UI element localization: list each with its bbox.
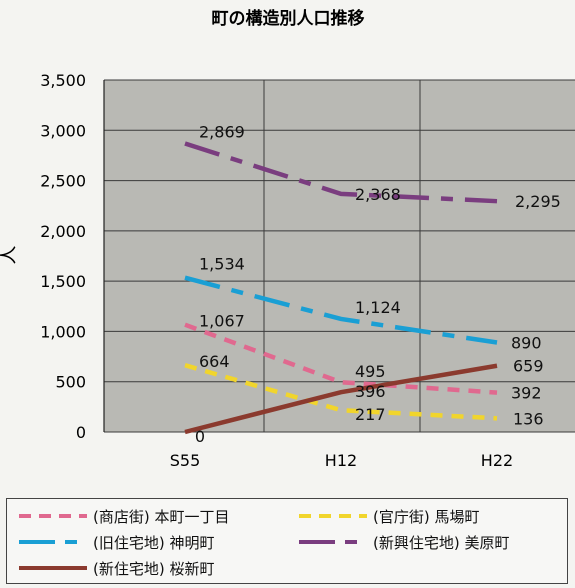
- grid-lines: [103, 79, 575, 433]
- legend: (商店街) 本町一丁目 (官庁街) 馬場町 (旧住宅地) 神明町 (新興住宅地)…: [6, 498, 568, 584]
- y-tick-label: 3,000: [40, 121, 86, 140]
- data-label-3-1: 2,368: [355, 185, 401, 204]
- legend-item-shinmei: (旧住宅地) 神明町: [17, 529, 214, 555]
- series-group: [184, 141, 498, 435]
- y-tick-label: 2,500: [40, 172, 86, 191]
- data-label-3-0: 2,869: [199, 122, 245, 141]
- plot-area: [104, 80, 575, 432]
- legend-label-honcho: (商店街) 本町一丁目: [93, 507, 230, 526]
- data-label-1-1: 217: [355, 405, 386, 424]
- y-tick-label: 500: [55, 373, 86, 392]
- data-label-4-1: 396: [355, 382, 386, 401]
- data-label-0-2: 392: [511, 384, 542, 403]
- y-axis-label: 人: [0, 245, 19, 264]
- legend-swatch-baba: [297, 509, 369, 523]
- series-line-3: [184, 141, 498, 204]
- data-label-0-1: 495: [355, 362, 386, 381]
- chart-svg: 町の構造別人口推移 3,500 3,000 2,500 2,000 1,500 1,000…: [0, 8, 575, 470]
- y-tick-label: 1,000: [40, 322, 86, 341]
- legend-item-mihara: (新興住宅地) 美原町: [297, 529, 509, 555]
- legend-swatch-shinmei: [17, 535, 89, 549]
- y-tick-label: 1,500: [40, 272, 86, 291]
- x-tick-label: H22: [481, 451, 513, 470]
- legend-swatch-honcho: [17, 509, 89, 523]
- series-line-2: [184, 275, 498, 345]
- data-labels: 1,067 495 392 664 217 136 1,534 1,124 890 2,869 2,…: [195, 122, 561, 446]
- legend-item-honcho: (商店街) 本町一丁目: [17, 503, 229, 529]
- data-label-1-2: 136: [513, 409, 544, 428]
- x-axis-ticks: S55 H12 H22: [170, 451, 513, 470]
- y-axis-ticks: 3,500 3,000 2,500 2,000 1,500 1,000 500 0: [40, 71, 86, 442]
- x-tick-label: S55: [170, 451, 201, 470]
- data-label-2-0: 1,534: [199, 255, 245, 274]
- legend-swatch-sakurashin: [17, 561, 89, 575]
- y-tick-label: 0: [76, 423, 86, 442]
- x-tick-label: H12: [325, 451, 357, 470]
- legend-label-mihara: (新興住宅地) 美原町: [373, 533, 510, 552]
- legend-label-sakurashin: (新住宅地) 桜新町: [93, 559, 215, 578]
- legend-swatch-mihara: [297, 535, 369, 549]
- data-label-2-2: 890: [511, 333, 542, 352]
- legend-label-baba: (官庁街) 馬場町: [373, 507, 480, 526]
- legend-item-sakurashin: (新住宅地) 桜新町: [17, 555, 214, 581]
- data-label-0-0: 1,067: [199, 312, 245, 331]
- data-label-3-2: 2,295: [515, 192, 561, 211]
- y-tick-label: 3,500: [40, 71, 86, 90]
- legend-label-shinmei: (旧住宅地) 神明町: [93, 533, 215, 552]
- data-label-2-1: 1,124: [355, 298, 401, 317]
- data-label-4-0: 0: [195, 427, 205, 446]
- y-tick-label: 2,000: [40, 222, 86, 241]
- legend-item-baba: (官庁街) 馬場町: [297, 503, 479, 529]
- data-label-4-2: 659: [513, 357, 544, 376]
- data-label-1-0: 664: [199, 352, 230, 371]
- chart-title: 町の構造別人口推移: [212, 8, 365, 29]
- series-line-4: [184, 363, 498, 435]
